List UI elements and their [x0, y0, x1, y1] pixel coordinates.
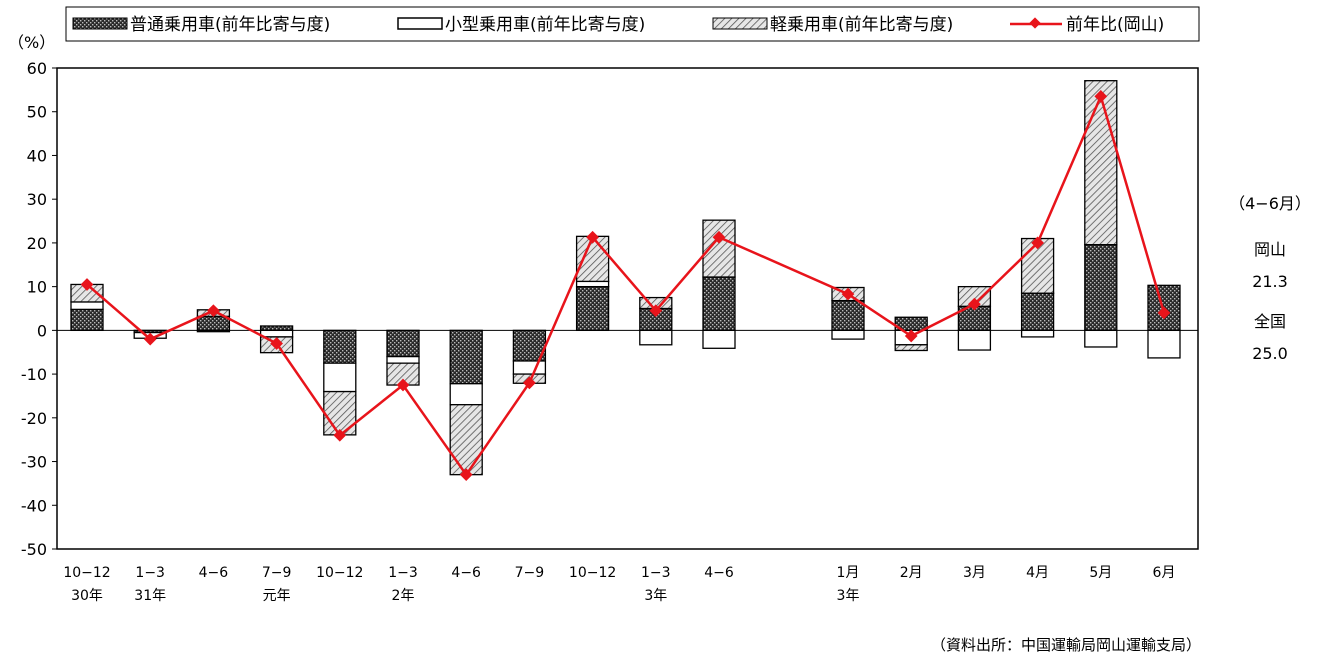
y-tick-label: 0: [37, 321, 47, 340]
y-tick-label: 30: [27, 190, 47, 209]
x-tick-sublabel: 3年: [837, 588, 860, 604]
yoy-marker: [333, 428, 347, 442]
bar-segment-small: [1147, 329, 1181, 359]
x-tick-label: 4−6: [451, 565, 481, 581]
bar-segment-standard: [702, 276, 736, 332]
legend-swatch-marker: [1029, 17, 1041, 29]
bar-segment-small: [831, 329, 865, 340]
bar-segment-kei: [323, 390, 357, 436]
source-note: （資料出所：中国運輸局岡山運輸支局）: [930, 636, 1201, 654]
x-tick-label: 7−9: [515, 565, 545, 581]
y-tick-label: -20: [21, 409, 47, 428]
legend-swatch-kei: [712, 17, 768, 30]
yoy-marker: [270, 337, 283, 350]
y-tick-label: 40: [27, 146, 47, 165]
yoy-marker: [80, 278, 94, 291]
y-tick-label: 50: [27, 103, 47, 122]
legend-label-kei: 軽乗用車(前年比寄与度): [770, 15, 953, 35]
x-tick-sublabel: 3年: [644, 588, 667, 604]
x-tick-label: 6月: [1153, 565, 1176, 581]
x-tick-sublabel: 2年: [392, 588, 415, 604]
bar-segment-small: [1020, 329, 1055, 338]
bar-segment-standard: [386, 329, 420, 358]
x-tick-label: 7−9: [262, 565, 292, 581]
bar-segment-kei: [449, 404, 483, 476]
side-label-national: 全国: [1253, 312, 1286, 331]
x-tick-label: 10−12: [63, 565, 110, 581]
y-tick-label: 10: [27, 278, 47, 297]
bar-segment-small: [386, 355, 420, 364]
y-unit-label: （%）: [8, 33, 55, 52]
x-tick-label: 4−6: [199, 565, 229, 581]
bar-segment-small: [702, 329, 736, 349]
y-tick-label: 60: [27, 59, 47, 78]
legend-label-line: 前年比(岡山): [1066, 15, 1164, 35]
bar-segment-small: [639, 329, 673, 346]
x-tick-label: 2月: [900, 565, 923, 581]
x-tick-sublabel: 30年: [71, 588, 103, 604]
bar-segment-kei: [1084, 80, 1118, 246]
bar-segment-small: [259, 329, 294, 338]
legend: 普通乗用車(前年比寄与度) 小型乗用車(前年比寄与度) 軽乗用車(前年比寄与度)…: [65, 6, 1200, 42]
bar-segment-standard: [575, 285, 610, 332]
side-value-national: 25.0: [1252, 344, 1288, 363]
y-tick-label: -40: [21, 496, 47, 515]
bar-segment-standard: [449, 329, 483, 385]
bar-segment-standard: [1084, 244, 1118, 332]
plot-area: [56, 67, 1199, 550]
bars: [70, 80, 1181, 476]
legend-swatch-small: [397, 17, 443, 30]
y-tick-label: -50: [21, 540, 47, 559]
bar-segment-standard: [831, 299, 865, 332]
x-tick-label: 10−12: [569, 565, 616, 581]
x-tick-label: 4月: [1026, 565, 1049, 581]
bar-segment-small: [575, 280, 610, 288]
yoy-marker: [396, 378, 410, 392]
y-tick-label: -30: [21, 453, 47, 472]
legend-label-standard: 普通乗用車(前年比寄与度): [130, 15, 330, 35]
yoy-marker: [459, 468, 473, 482]
y-tick-label: 20: [27, 234, 47, 253]
side-value-okayama: 21.3: [1252, 272, 1288, 291]
x-tick-label: 1−3: [388, 565, 418, 581]
legend-frame: [65, 6, 1200, 42]
bar-segment-standard: [1020, 292, 1055, 332]
bar-segment-small: [323, 362, 357, 393]
yoy-marker: [207, 304, 220, 318]
y-tick-label: -10: [21, 365, 47, 384]
yoy-marker: [143, 332, 157, 346]
x-tick-label: 4−6: [704, 565, 734, 581]
x-tick-label: 10−12: [316, 565, 363, 581]
x-axis: 10−12 30年 1−3 31年 4−6 7−9 元年 10−12 1−3 2年 4−6 7−9 10…: [63, 565, 1175, 604]
x-tick-sublabel: 31年: [134, 588, 166, 604]
bar-segment-small: [70, 301, 104, 311]
x-tick-label: 1月: [837, 565, 860, 581]
x-tick-sublabel: 元年: [263, 588, 291, 604]
bar-segment-standard: [70, 308, 104, 332]
bar-segment-standard: [196, 315, 231, 332]
side-period: （4−6月）: [1229, 194, 1311, 213]
bar-segment-small: [512, 360, 547, 375]
bar-segment-standard: [259, 325, 294, 332]
y-axis: 60 50 40 30 20 10 0 -10 -20 -30 -40 -50: [21, 59, 57, 559]
x-tick-label: 1−3: [135, 565, 165, 581]
bar-segment-small: [957, 329, 992, 351]
x-tick-label: 5月: [1089, 565, 1112, 581]
legend-label-small: 小型乗用車(前年比寄与度): [445, 15, 645, 35]
bar-segment-standard: [323, 329, 357, 364]
bar-segment-small: [1084, 329, 1118, 348]
x-tick-label: 3月: [963, 565, 986, 581]
legend-swatch-standard: [72, 17, 128, 30]
side-label-okayama: 岡山: [1253, 240, 1286, 259]
x-tick-label: 1−3: [641, 565, 671, 581]
bar-segment-kei: [894, 344, 928, 352]
bar-segment-small: [449, 383, 483, 406]
